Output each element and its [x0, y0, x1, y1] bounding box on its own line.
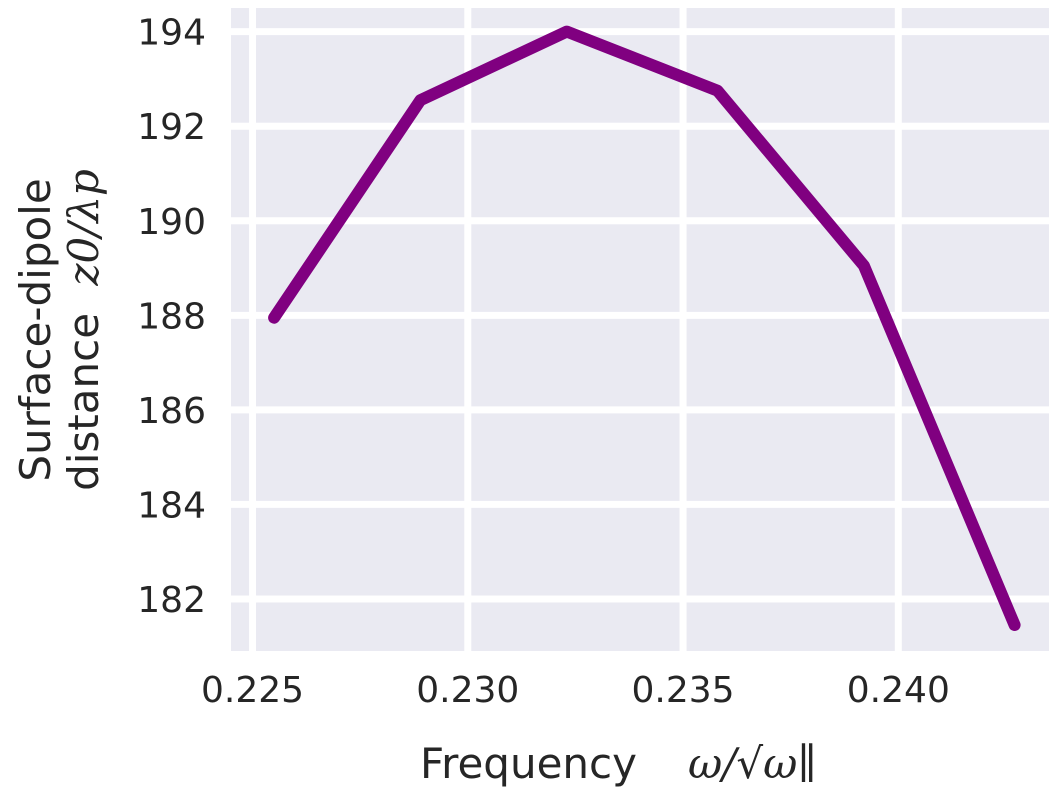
- data-point: [273, 317, 275, 319]
- x-tick-label: 0.235: [632, 670, 735, 711]
- series-line: [268, 25, 1021, 631]
- x-tick-label: 0.230: [416, 670, 519, 711]
- x-axis-title-text: Frequency: [420, 739, 637, 788]
- svg-text:distance z0/λp: distance z0/λp: [59, 169, 108, 491]
- data-point: [716, 90, 718, 92]
- y-tick-label: 194: [137, 13, 206, 54]
- y-gridlines: [231, 28, 1049, 603]
- y-tick-label: 182: [137, 580, 206, 621]
- data-point: [566, 31, 568, 33]
- data-point: [863, 265, 865, 267]
- y-axis-title-line2-math: z0/λp: [59, 169, 108, 287]
- y-axis-title-line1: Surface-dipole: [11, 178, 60, 481]
- y-axis-title: Surface-dipole distance z0/λp: [11, 169, 108, 491]
- x-axis-title: Frequency ω/√ω∥: [420, 739, 817, 788]
- x-gridlines: [249, 8, 902, 651]
- y-tick-label: 188: [137, 296, 206, 337]
- x-tick-label: 0.225: [201, 670, 304, 711]
- svg-text:Frequency: Frequency: [420, 739, 637, 788]
- y-axis-title-line2-text: distance: [59, 313, 108, 491]
- x-tick-labels: 0.225 0.230 0.235 0.240: [201, 670, 950, 711]
- plot-background: [231, 8, 1049, 651]
- x-axis-title-math: ω/√ω∥: [688, 739, 817, 788]
- data-point: [1014, 624, 1016, 626]
- series-layer: [268, 25, 1021, 631]
- y-tick-labels: 182 184 186 188 190 192 194: [137, 13, 206, 621]
- x-tick-label: 0.240: [847, 670, 950, 711]
- y-tick-label: 190: [137, 202, 206, 243]
- y-tick-label: 192: [137, 107, 206, 148]
- y-tick-label: 184: [137, 485, 206, 526]
- y-tick-label: 186: [137, 391, 206, 432]
- data-point: [419, 99, 421, 101]
